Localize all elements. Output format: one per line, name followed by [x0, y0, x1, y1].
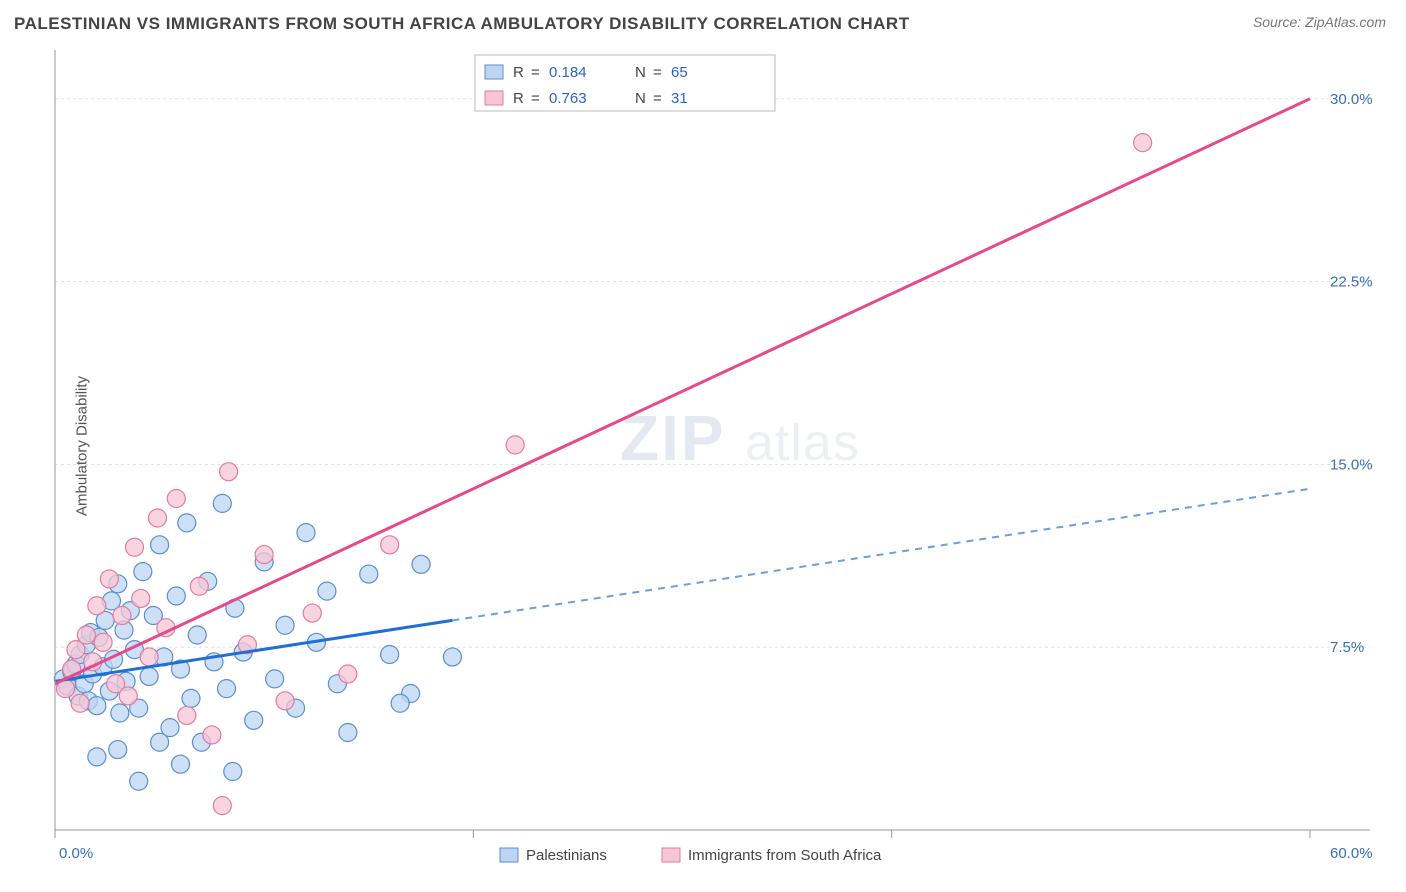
y-tick-label: 15.0% [1330, 456, 1373, 473]
svg-text:=: = [531, 64, 540, 81]
legend-label: Palestinians [526, 847, 607, 864]
svg-text:=: = [653, 90, 662, 107]
data-point [213, 494, 231, 512]
data-point [360, 565, 378, 583]
corr-r-label: R [513, 64, 524, 81]
trend-line [55, 99, 1310, 684]
data-point [266, 670, 284, 688]
data-point [255, 546, 273, 564]
legend-swatch [485, 65, 503, 79]
data-point [178, 706, 196, 724]
legend-swatch [500, 848, 518, 862]
data-point [188, 626, 206, 644]
data-point [412, 555, 430, 573]
svg-text:=: = [531, 90, 540, 107]
data-point [391, 694, 409, 712]
data-point [381, 536, 399, 554]
data-point [182, 689, 200, 707]
data-point [100, 570, 118, 588]
data-point [167, 490, 185, 508]
trend-line-ext [452, 489, 1310, 621]
y-tick-label: 22.5% [1330, 274, 1373, 291]
data-point [130, 772, 148, 790]
data-point [151, 536, 169, 554]
data-point [506, 436, 524, 454]
data-point [245, 711, 263, 729]
corr-n-value: 31 [671, 90, 688, 107]
data-point [113, 607, 131, 625]
watermark: atlas [745, 414, 860, 472]
data-point [178, 514, 196, 532]
y-tick-label: 30.0% [1330, 91, 1373, 108]
corr-n-label: N [635, 90, 646, 107]
data-point [339, 724, 357, 742]
data-point [88, 748, 106, 766]
data-point [443, 648, 461, 666]
data-point [111, 704, 129, 722]
chart-container: PALESTINIAN VS IMMIGRANTS FROM SOUTH AFR… [0, 0, 1406, 892]
data-point [88, 697, 106, 715]
data-point [172, 755, 190, 773]
data-point [140, 667, 158, 685]
data-point [276, 692, 294, 710]
data-point [213, 797, 231, 815]
data-point [167, 587, 185, 605]
y-tick-label: 7.5% [1330, 639, 1364, 656]
legend-label: Immigrants from South Africa [688, 847, 882, 864]
data-point [140, 648, 158, 666]
corr-r-value: 0.763 [549, 90, 587, 107]
data-point [77, 626, 95, 644]
data-point [276, 616, 294, 634]
corr-r-label: R [513, 90, 524, 107]
data-point [71, 694, 89, 712]
data-point [303, 604, 321, 622]
chart-svg: 7.5%15.0%22.5%30.0%ZIPatlas0.0%60.0%R=0.… [0, 0, 1406, 892]
data-point [220, 463, 238, 481]
data-point [224, 763, 242, 781]
svg-text:=: = [653, 64, 662, 81]
x-max-label: 60.0% [1330, 845, 1373, 862]
corr-n-value: 65 [671, 64, 688, 81]
data-point [134, 563, 152, 581]
data-point [119, 687, 137, 705]
data-point [318, 582, 336, 600]
data-point [218, 680, 236, 698]
data-point [190, 577, 208, 595]
data-point [94, 633, 112, 651]
data-point [148, 509, 166, 527]
data-point [203, 726, 221, 744]
corr-n-label: N [635, 64, 646, 81]
data-point [1134, 134, 1152, 152]
data-point [88, 597, 106, 615]
data-point [151, 733, 169, 751]
data-point [132, 589, 150, 607]
data-point [125, 538, 143, 556]
data-point [339, 665, 357, 683]
legend-swatch [485, 91, 503, 105]
legend-swatch [662, 848, 680, 862]
data-point [109, 741, 127, 759]
data-point [381, 646, 399, 664]
corr-r-value: 0.184 [549, 64, 587, 81]
data-point [297, 524, 315, 542]
x-min-label: 0.0% [59, 845, 93, 862]
